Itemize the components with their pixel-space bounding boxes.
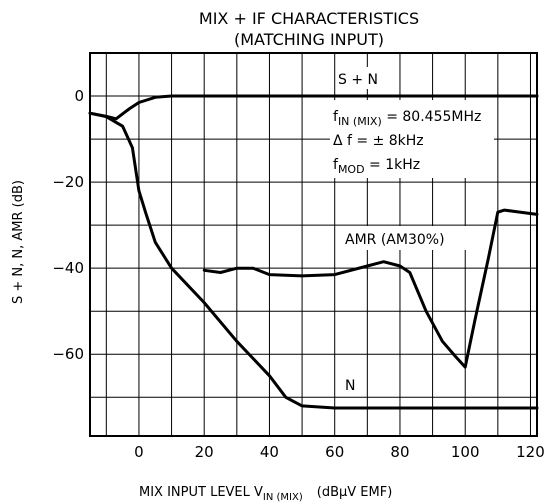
x-tick-label: 20 [195, 443, 214, 461]
annotation-bg [330, 100, 494, 178]
x-tick-label: 60 [325, 443, 344, 461]
x-tick-labels: 0 20 40 60 80 100 120 [134, 443, 545, 461]
annotation-fin-rest: = 80.455MHz [382, 109, 482, 125]
x-tick-label: 120 [516, 443, 545, 461]
x-tick-label: 0 [134, 443, 144, 461]
amr-label-bg [341, 226, 475, 250]
x-axis-label-main: MIX INPUT LEVEL V [139, 485, 263, 500]
x-tick-label: 40 [260, 443, 279, 461]
x-tick-label: 100 [451, 443, 480, 461]
annotation-fin-main: f [333, 109, 339, 125]
series-label-amr: AMR (AM30%) [345, 232, 445, 248]
sn-label-bg [336, 67, 372, 89]
series-label-sn: S + N [338, 72, 378, 88]
chart-subtitle: (MATCHING INPUT) [234, 30, 384, 49]
x-axis-label: MIX INPUT LEVEL VIN (MIX) (dBμV EMF) [139, 485, 392, 503]
annotation-fmod-main: f [333, 157, 339, 173]
annotation-fmod-sub: MOD [338, 163, 365, 176]
annotation-fmod-rest: = 1kHz [365, 157, 421, 173]
annotation-fmod: fMOD = 1kHz [333, 157, 420, 176]
series-group [88, 94, 539, 410]
series-line-2 [202, 208, 539, 369]
series-label-n: N [345, 378, 355, 394]
y-tick-label: 0 [74, 87, 84, 105]
y-tick-labels: 0 −20 −40 −60 [52, 87, 84, 363]
n-label-bg [341, 372, 363, 396]
x-axis-label-sub: IN (MIX) [263, 492, 303, 503]
x-axis-label-unit: (dBμV EMF) [317, 485, 393, 500]
y-tick-label: −60 [52, 345, 84, 363]
x-tick-label: 80 [390, 443, 409, 461]
y-axis-label: S + N, N, AMR (dB) [11, 180, 26, 304]
series-line-1 [88, 111, 539, 410]
chart-title: MIX + IF CHARACTERISTICS [199, 9, 419, 28]
y-tick-label: −40 [52, 259, 84, 277]
annotation-fin-sub: IN (MIX) [338, 115, 382, 128]
annotation-fin: fIN (MIX) = 80.455MHz [333, 109, 481, 128]
y-tick-label: −20 [52, 173, 84, 191]
annotation-df: Δ f = ± 8kHz [333, 133, 424, 149]
plot-frame [89, 52, 538, 437]
